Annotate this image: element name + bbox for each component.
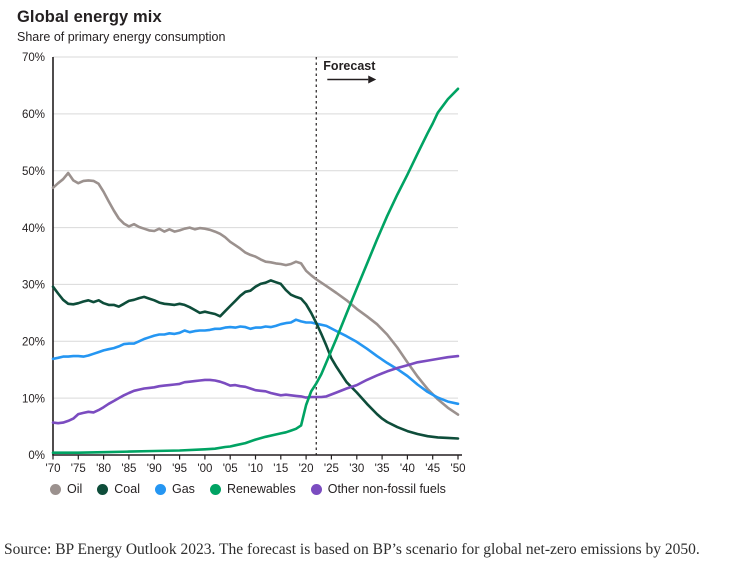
y-axis-label: 40% <box>22 223 45 235</box>
legend-item-other-non-fossil-fuels: Other non-fossil fuels <box>310 482 446 496</box>
x-axis-label: '70 <box>46 463 61 475</box>
legend-item-gas: Gas <box>155 482 195 496</box>
legend-item-oil: Oil <box>50 482 82 496</box>
x-axis-label: '95 <box>172 463 187 475</box>
legend-label: Renewables <box>226 482 296 496</box>
legend-dot <box>209 483 221 495</box>
chart-legend: Oil Coal Gas Renewables Other non-fossil fue… <box>50 482 446 496</box>
source-note: Source: BP Energy Outlook 2023. The fore… <box>4 541 700 558</box>
legend-label: Other non-fossil fuels <box>327 482 446 496</box>
series-renewables <box>51 87 460 455</box>
chart-subtitle: Share of primary energy consumption <box>17 30 226 44</box>
x-axis-label: '10 <box>248 463 263 475</box>
legend-dot <box>50 483 61 495</box>
y-axis-label: 20% <box>22 337 45 349</box>
y-axis-label: 10% <box>22 393 45 405</box>
x-axis-label: '35 <box>375 463 390 475</box>
x-axis-label: '15 <box>273 463 288 475</box>
forecast-label: Forecast <box>323 59 376 73</box>
x-axis-label: '45 <box>425 463 440 475</box>
x-axis-label: '00 <box>197 463 212 475</box>
legend-item-renewables: Renewables <box>209 482 296 496</box>
x-axis-label: '50 <box>451 463 466 475</box>
x-axis-label: '30 <box>349 463 364 475</box>
y-axis-label: 70% <box>22 52 45 64</box>
legend-label: Gas <box>172 482 195 496</box>
y-axis-label: 0% <box>28 450 45 462</box>
page-title: Global energy mix <box>17 8 162 26</box>
y-axis-label: 50% <box>22 166 45 178</box>
x-axis-label: '80 <box>96 463 111 475</box>
legend-dot <box>155 483 166 495</box>
legend-item-coal: Coal <box>97 482 140 496</box>
series-oil <box>51 171 460 416</box>
x-axis-label: '75 <box>71 463 86 475</box>
x-axis-label: '85 <box>121 463 136 475</box>
legend-dot <box>97 483 109 495</box>
x-axis-label: '05 <box>223 463 238 475</box>
y-axis-label: 30% <box>22 280 45 292</box>
x-axis-label: '20 <box>299 463 314 475</box>
x-axis-label: '25 <box>324 463 339 475</box>
energy-mix-line-chart: 0% 10% 20% 30% 40% 50% 60% 70% Forecast '70 '75 '80… <box>22 52 466 475</box>
legend-label: Oil <box>67 482 83 496</box>
series-coal <box>51 279 460 440</box>
legend-dot <box>310 483 322 495</box>
forecast-arrow-head <box>368 75 377 84</box>
x-axis-label: '90 <box>147 463 162 475</box>
series-other-non-fossil-fuels <box>51 354 460 425</box>
y-axis-label: 60% <box>22 109 45 121</box>
legend-label: Coal <box>114 482 140 496</box>
series-gas <box>51 318 460 406</box>
x-axis-label: '40 <box>400 463 415 475</box>
